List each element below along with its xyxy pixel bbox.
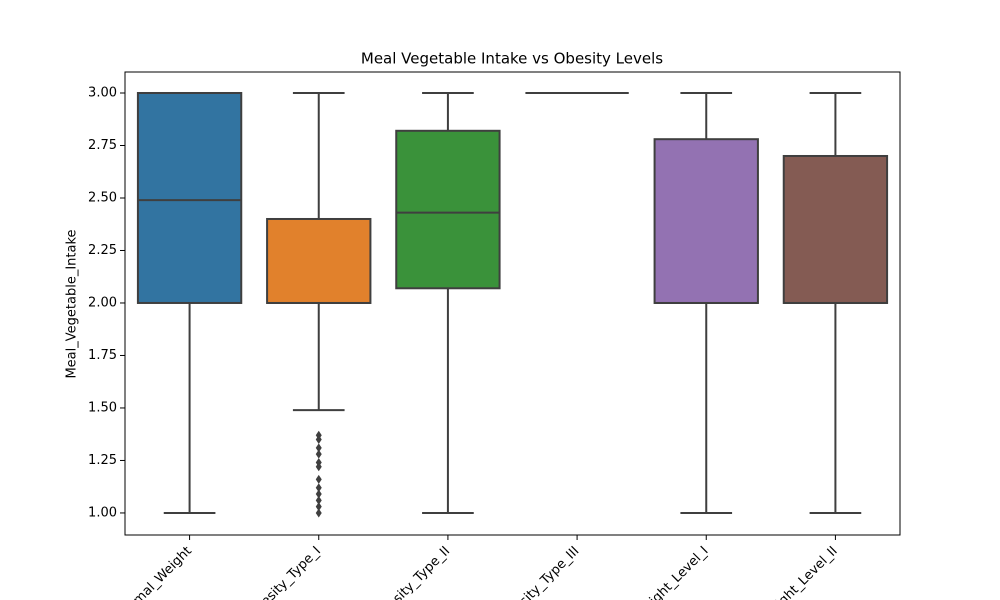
outlier	[315, 449, 322, 459]
outlier	[315, 502, 322, 512]
x-tick-label: Overweight_Level_I	[612, 544, 712, 600]
outlier	[315, 508, 322, 518]
y-tick-label: 1.75	[88, 348, 117, 363]
box	[653, 138, 759, 304]
box	[266, 217, 372, 304]
y-tick-label: 2.50	[88, 190, 117, 205]
box	[782, 154, 889, 304]
y-tick-label: 2.00	[88, 295, 117, 310]
outlier	[315, 489, 322, 499]
y-tick-label: 3.00	[88, 85, 117, 100]
y-tick-label: 1.50	[88, 400, 117, 415]
outlier	[315, 474, 322, 484]
outlier	[315, 434, 322, 444]
x-tick-label: Obesity_Type_I	[245, 544, 324, 600]
outlier	[315, 443, 322, 453]
y-axis-label: Meal_Vegetable_Intake	[65, 229, 80, 378]
plot-frame	[124, 71, 901, 536]
outlier	[315, 462, 322, 472]
outlier	[315, 483, 322, 493]
outlier	[315, 495, 322, 505]
box	[395, 129, 501, 290]
chart-title: Meal Vegetable Intake vs Obesity Levels	[361, 50, 663, 68]
x-tick-label: Overweight_Level_II	[738, 544, 841, 600]
y-tick-label: 2.25	[88, 243, 117, 258]
x-tick-label: Obesity_Type_III	[498, 544, 582, 600]
x-tick-label: Normal_Weight	[114, 544, 194, 600]
x-tick-label: Obesity_Type_II	[372, 544, 453, 600]
y-tick-label: 1.00	[88, 505, 117, 520]
y-tick-label: 1.25	[88, 453, 117, 468]
y-tick-label: 2.75	[88, 138, 117, 153]
box	[136, 91, 243, 304]
